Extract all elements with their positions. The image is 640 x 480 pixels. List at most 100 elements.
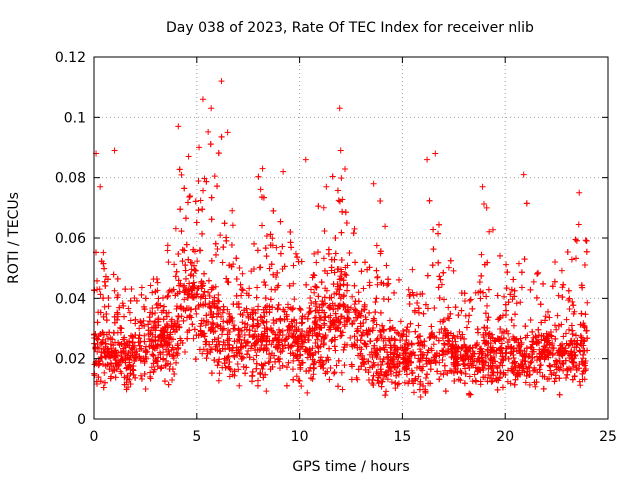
data-point <box>221 355 228 362</box>
data-point <box>416 386 423 393</box>
data-point <box>410 349 417 356</box>
data-point <box>410 380 417 387</box>
data-point <box>326 345 333 352</box>
data-point <box>511 381 518 388</box>
data-point <box>311 326 318 333</box>
data-point <box>584 347 591 354</box>
data-point <box>164 360 171 367</box>
data-point <box>436 376 443 383</box>
data-point <box>340 346 347 353</box>
x-tick-label: 25 <box>599 429 617 445</box>
data-point <box>275 355 282 362</box>
data-point <box>338 369 345 376</box>
data-point <box>157 365 164 372</box>
data-point <box>244 309 251 316</box>
data-point <box>478 345 485 352</box>
data-point <box>441 362 448 369</box>
data-point <box>257 346 264 353</box>
data-point <box>433 334 440 341</box>
data-point <box>483 204 490 211</box>
data-point <box>273 343 280 350</box>
data-point <box>510 276 517 283</box>
data-point <box>269 235 276 242</box>
data-point <box>336 276 343 283</box>
data-point <box>424 156 431 163</box>
data-point <box>197 294 204 301</box>
data-point <box>338 268 345 275</box>
data-point <box>160 355 167 362</box>
data-point <box>401 379 408 386</box>
data-point <box>472 342 479 349</box>
data-point <box>138 345 145 352</box>
data-point <box>190 262 197 269</box>
data-point <box>380 327 387 334</box>
data-point <box>450 267 457 274</box>
data-point <box>197 323 204 330</box>
data-point <box>193 219 200 226</box>
data-point <box>102 346 109 353</box>
data-point <box>136 335 143 342</box>
data-point <box>551 378 558 385</box>
data-point <box>360 285 367 292</box>
data-point <box>255 173 262 180</box>
data-point <box>290 262 297 269</box>
data-point <box>160 316 167 323</box>
data-point <box>448 354 455 361</box>
data-point <box>578 358 585 365</box>
data-point <box>238 286 245 293</box>
data-point <box>199 96 206 103</box>
data-point <box>366 264 373 271</box>
data-point <box>295 326 302 333</box>
data-point <box>406 292 413 299</box>
data-point <box>235 300 242 307</box>
data-point <box>336 291 343 298</box>
data-point <box>325 246 332 253</box>
data-point <box>566 365 573 372</box>
data-point <box>160 335 167 342</box>
data-point <box>218 78 225 85</box>
data-point <box>405 341 412 348</box>
data-point <box>479 364 486 371</box>
data-point <box>245 292 252 299</box>
data-point <box>141 370 148 377</box>
data-point <box>571 338 578 345</box>
data-point <box>445 346 452 353</box>
data-point <box>373 350 380 357</box>
data-point <box>352 259 359 266</box>
data-point <box>97 183 104 190</box>
data-point <box>286 322 293 329</box>
data-point <box>165 381 172 388</box>
data-point <box>583 327 590 334</box>
data-point <box>158 327 165 334</box>
data-point <box>270 316 277 323</box>
data-point <box>423 355 430 362</box>
data-point <box>473 341 480 348</box>
data-point <box>211 357 218 364</box>
data-point <box>121 340 128 347</box>
data-point <box>329 173 336 180</box>
data-point <box>335 357 342 364</box>
data-point <box>170 286 177 293</box>
data-point <box>571 352 578 359</box>
data-point <box>131 295 138 302</box>
data-point <box>252 347 259 354</box>
data-point <box>235 332 242 339</box>
data-point <box>570 310 577 317</box>
data-point <box>379 378 386 385</box>
data-point <box>466 373 473 380</box>
data-point <box>211 173 218 180</box>
data-point <box>527 344 534 351</box>
data-point <box>434 368 441 375</box>
data-point <box>160 342 167 349</box>
data-point <box>224 278 231 285</box>
data-point <box>512 336 519 343</box>
data-point <box>133 297 140 304</box>
data-point <box>188 266 195 273</box>
data-point <box>380 356 387 363</box>
data-point <box>230 261 237 268</box>
data-point <box>465 318 472 325</box>
data-point <box>100 249 107 256</box>
data-point <box>282 336 289 343</box>
data-point <box>517 335 524 342</box>
data-point <box>153 324 160 331</box>
